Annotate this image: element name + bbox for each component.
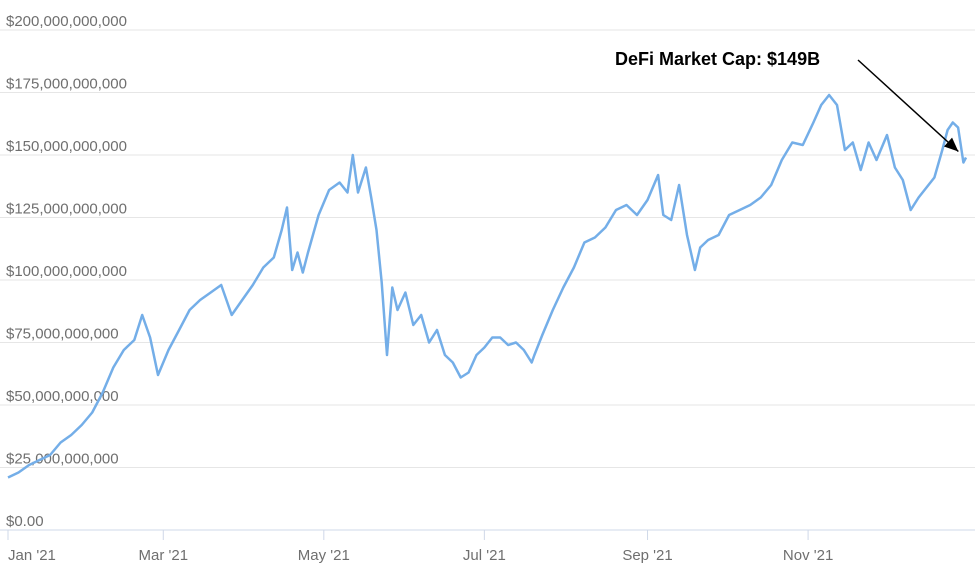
y-tick-label: $125,000,000,000	[6, 201, 127, 218]
y-axis: $0.00 $25,000,000,000 $50,000,000,000 $75,0…	[6, 13, 127, 530]
x-tick-label: Jan '21	[8, 547, 56, 564]
x-tick-label: Nov '21	[783, 547, 833, 564]
annotation-arrow	[857, 59, 959, 153]
x-tick-label: Mar '21	[138, 547, 188, 564]
defi-market-cap-line	[7, 93, 968, 479]
annotation-arrowhead	[943, 137, 959, 152]
y-tick-label: $25,000,000,000	[6, 451, 119, 468]
x-tick-label: Jul '21	[463, 547, 506, 564]
y-tick-label: $100,000,000,000	[6, 263, 127, 280]
x-axis: Jan '21 Mar '21 May '21 Jul '21 Sep '21 Nov '…	[7, 530, 833, 564]
x-tick-label: May '21	[298, 547, 350, 564]
gridlines	[0, 29, 975, 531]
y-tick-label: $175,000,000,000	[6, 76, 127, 93]
y-tick-label: $200,000,000,000	[6, 13, 127, 30]
y-tick-label: $150,000,000,000	[6, 138, 127, 155]
annotation-label: DeFi Market Cap: $149B	[615, 49, 820, 69]
y-tick-label: $75,000,000,000	[6, 326, 119, 343]
x-tick-label: Sep '21	[622, 547, 672, 564]
y-tick-label: $50,000,000,000	[6, 388, 119, 405]
y-tick-label: $0.00	[6, 513, 44, 530]
